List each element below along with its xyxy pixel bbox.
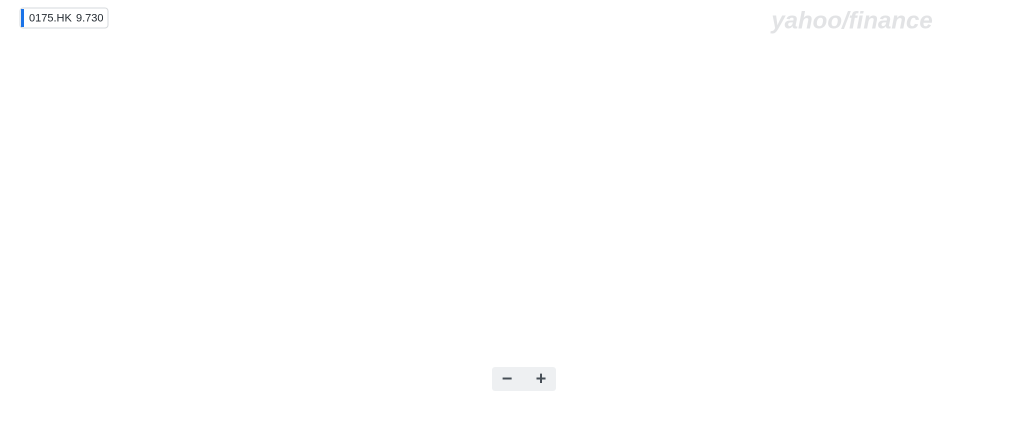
zoom-in[interactable]: +: [536, 368, 547, 388]
logo: yahoo/finance: [770, 7, 932, 34]
zoom-out[interactable]: −: [502, 368, 513, 388]
symbol: 0175.HK: [29, 12, 72, 24]
badge-box[interactable]: [19, 7, 109, 29]
price: 9.730: [76, 12, 104, 24]
zoom-box: [492, 367, 556, 391]
symbol-badge[interactable]: 0175.HK 9.730: [19, 7, 109, 29]
badge-marker: [21, 9, 24, 27]
zoom-controls: − +: [492, 367, 556, 391]
